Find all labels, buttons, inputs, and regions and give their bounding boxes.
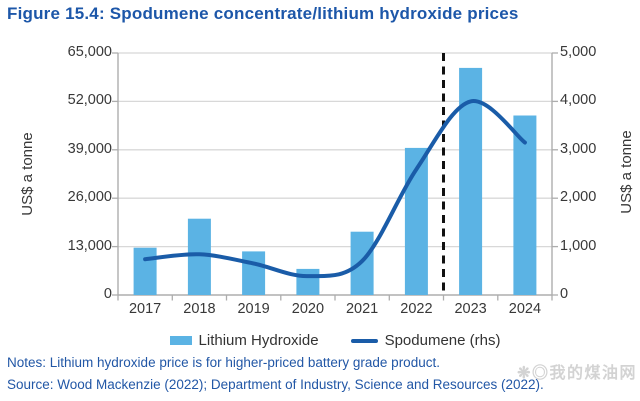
notes-line: Notes: Lithium hydroxide price is for hi… bbox=[7, 355, 440, 370]
spodumene-line bbox=[143, 99, 527, 279]
figure-title: Figure 15.4: Spodumene concentrate/lithi… bbox=[7, 4, 519, 23]
bar-2020 bbox=[296, 268, 320, 295]
watermark: ❋◎我的煤油网 bbox=[517, 365, 637, 382]
bar-2022 bbox=[404, 147, 428, 295]
line-swatch-icon bbox=[350, 338, 378, 343]
bar-2018 bbox=[187, 218, 211, 295]
legend-label-lithium-hydroxide: Lithium Hydroxide bbox=[198, 332, 319, 349]
legend: Lithium Hydroxide Spodumene (rhs) bbox=[118, 332, 552, 349]
bar-2023 bbox=[459, 67, 483, 296]
bar-2017 bbox=[133, 247, 157, 295]
legend-item-lithium-hydroxide: Lithium Hydroxide bbox=[169, 332, 319, 349]
bar-swatch-icon bbox=[169, 336, 192, 345]
bar-2024 bbox=[513, 115, 537, 295]
bar-2019 bbox=[242, 251, 266, 295]
legend-label-spodumene: Spodumene (rhs) bbox=[384, 332, 501, 349]
legend-item-spodumene: Spodumene (rhs) bbox=[350, 332, 501, 349]
source-line: Source: Wood Mackenzie (2022); Departmen… bbox=[7, 377, 544, 392]
